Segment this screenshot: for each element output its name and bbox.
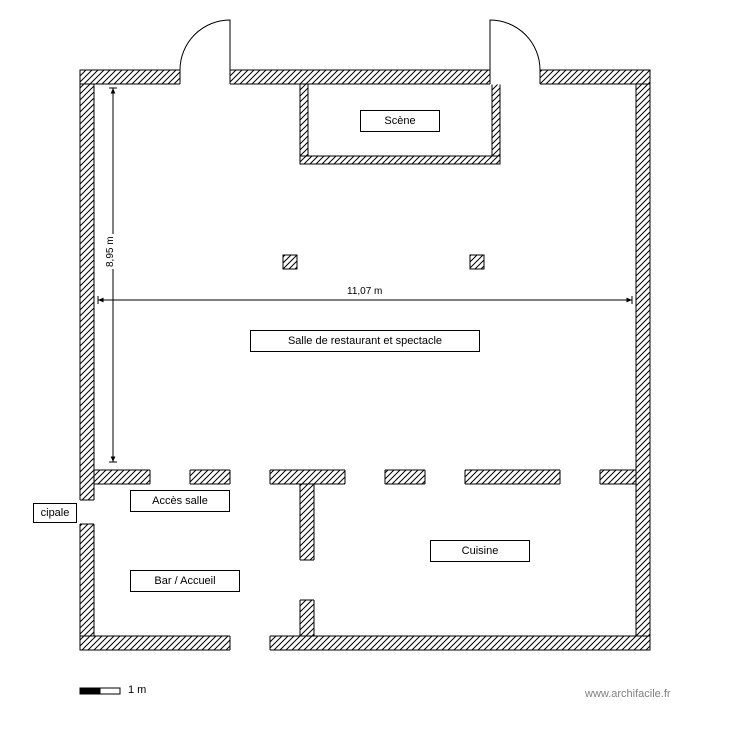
label-bar: Bar / Accueil bbox=[130, 570, 240, 592]
label-scene: Scène bbox=[360, 110, 440, 132]
label-cuisine: Cuisine bbox=[430, 540, 530, 562]
label-salle: Salle de restaurant et spectacle bbox=[250, 330, 480, 352]
dimension-horizontal-label: 11,07 m bbox=[345, 286, 384, 297]
label-cipale: cipale bbox=[33, 503, 77, 523]
scale-bar-label: 1 m bbox=[128, 684, 146, 696]
label-acces: Accès salle bbox=[130, 490, 230, 512]
dimension-vertical-label: 8,95 m bbox=[105, 234, 116, 269]
credit-link[interactable]: www.archifacile.fr bbox=[585, 688, 671, 700]
